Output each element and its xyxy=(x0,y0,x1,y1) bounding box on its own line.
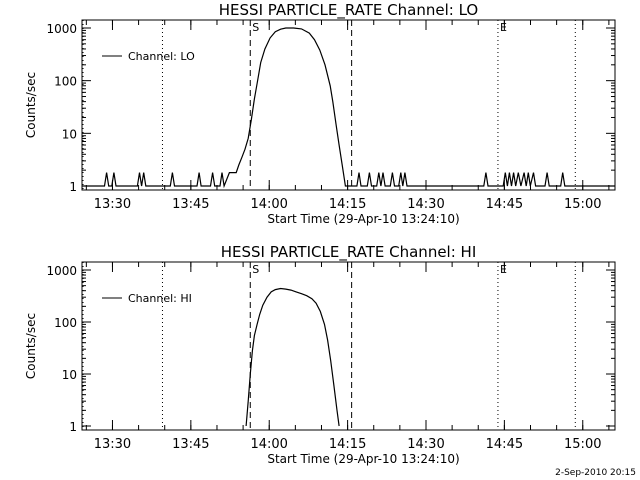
x-tick-label: 15:00 xyxy=(564,437,601,452)
x-axis-label: Start Time (29-Apr-10 13:24:10) xyxy=(267,452,459,466)
x-tick-label: 13:45 xyxy=(172,197,209,212)
y-axis-label: Counts/sec xyxy=(24,313,38,379)
x-tick-label: 14:00 xyxy=(250,197,287,212)
marker-label: S xyxy=(252,21,259,34)
y-tick-label: 1000 xyxy=(46,264,77,278)
x-tick-label: 14:15 xyxy=(329,197,366,212)
y-tick-label: 100 xyxy=(54,316,77,330)
chart-title: HESSI PARTICLE_RATE Channel: HI xyxy=(221,243,477,262)
marker-label: E xyxy=(500,263,507,276)
x-tick-label: 13:30 xyxy=(94,197,131,212)
y-tick-label: 10 xyxy=(62,127,77,141)
x-tick-label: 14:45 xyxy=(486,197,523,212)
x-tick-label: 13:30 xyxy=(94,437,131,452)
plot-frame xyxy=(81,261,616,431)
legend-entry: Channel: HI xyxy=(128,292,192,305)
x-tick-label: 14:00 xyxy=(250,437,287,452)
x-tick-label: 14:45 xyxy=(486,437,523,452)
x-axis-label: Start Time (29-Apr-10 13:24:10) xyxy=(267,212,459,226)
y-tick-label: 100 xyxy=(54,75,77,89)
x-tick-label: 13:45 xyxy=(172,437,209,452)
legend-entry: Channel: LO xyxy=(128,50,195,63)
marker-label: E xyxy=(500,21,507,34)
x-tick-label: 14:30 xyxy=(407,437,444,452)
chart-title: HESSI PARTICLE_RATE Channel: LO xyxy=(219,1,478,20)
series-line xyxy=(82,27,615,189)
y-tick-label: 1000 xyxy=(46,22,77,36)
marker-label: S xyxy=(252,263,259,276)
series-line xyxy=(245,287,340,427)
y-axis-label: Counts/sec xyxy=(24,72,38,138)
x-tick-label: 14:15 xyxy=(329,437,366,452)
chart-1: HESSI PARTICLE_RATE Channel: HI Counts/se… xyxy=(24,243,616,466)
footer-timestamp: 2-Sep-2010 20:15 xyxy=(555,468,636,478)
x-tick-label: 15:00 xyxy=(564,197,601,212)
plot-frame xyxy=(81,19,616,191)
y-tick-label: 10 xyxy=(62,368,77,382)
y-tick-label: 1 xyxy=(69,180,77,194)
y-tick-label: 1 xyxy=(69,420,77,434)
x-tick-label: 14:30 xyxy=(407,197,444,212)
chart-0: HESSI PARTICLE_RATE Channel: LO Counts/se… xyxy=(24,1,616,226)
